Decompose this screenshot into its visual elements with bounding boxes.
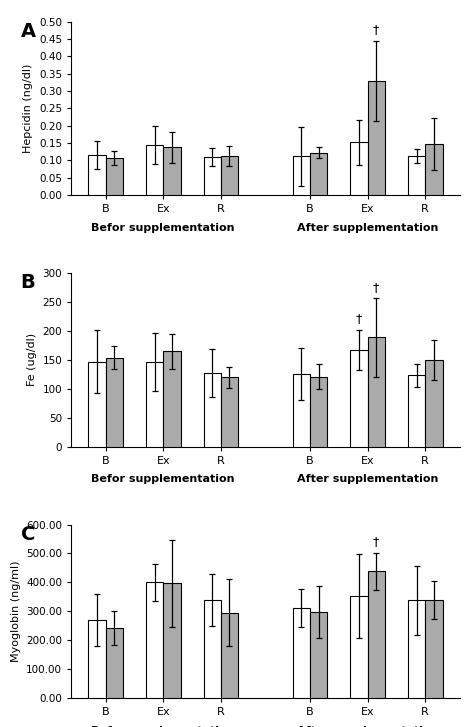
Bar [163,148,181,195]
Y-axis label: Myoglobin (ng/ml): Myoglobin (ng/ml) [10,561,20,662]
Bar [293,608,310,698]
Bar [408,601,425,698]
Bar [425,601,443,698]
Bar [368,81,385,195]
Bar [146,362,163,446]
Text: B: B [20,273,36,292]
Bar [221,156,238,195]
Bar [350,596,368,698]
Text: After supplementation: After supplementation [297,474,438,484]
Bar [163,583,181,698]
Bar [106,158,123,195]
Bar [203,373,221,446]
Bar [203,600,221,698]
Bar [408,375,425,446]
Bar [88,620,106,698]
Bar [425,144,443,195]
Bar [368,337,385,446]
Bar [106,358,123,446]
Bar [350,350,368,446]
Text: C: C [20,525,35,544]
Bar [368,571,385,698]
Text: Befor supplementation: Befor supplementation [91,223,235,233]
Text: A: A [20,22,36,41]
Bar [221,613,238,698]
Bar [293,374,310,446]
Bar [350,142,368,195]
Bar [88,361,106,446]
Bar [203,157,221,195]
Text: After supplementation: After supplementation [297,726,438,727]
Bar [310,612,328,698]
Bar [221,377,238,446]
Bar [310,153,328,195]
Bar [146,145,163,195]
Text: †: † [373,281,380,294]
Bar [293,156,310,195]
Text: Befor supplementation: Befor supplementation [91,726,235,727]
Text: Befor supplementation: Befor supplementation [91,474,235,484]
Bar [163,351,181,446]
Text: After supplementation: After supplementation [297,223,438,233]
Bar [106,628,123,698]
Text: †: † [373,23,380,36]
Bar [425,360,443,446]
Y-axis label: Fe (ug/dl): Fe (ug/dl) [27,333,37,387]
Y-axis label: Hepcidin (ng/dl): Hepcidin (ng/dl) [23,64,33,153]
Text: †: † [356,313,362,326]
Bar [310,377,328,446]
Text: †: † [373,535,380,548]
Bar [408,156,425,195]
Bar [88,156,106,195]
Bar [146,582,163,698]
